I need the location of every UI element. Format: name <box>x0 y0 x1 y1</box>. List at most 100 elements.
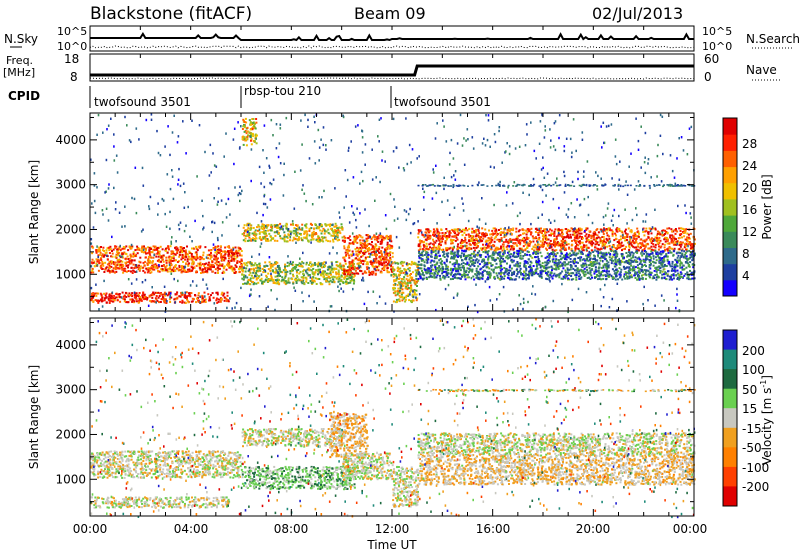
echo-cell <box>473 243 476 246</box>
echo-cell <box>672 273 675 276</box>
echo-cell <box>451 242 454 245</box>
echo-cell <box>346 275 349 277</box>
echo-cell <box>131 245 134 248</box>
echo-cell <box>312 238 315 241</box>
echo-cell <box>340 280 343 283</box>
echo-cell <box>242 269 245 272</box>
echo-cell <box>368 252 371 255</box>
echo-cell <box>439 235 441 238</box>
echo-cell <box>201 295 204 298</box>
echo-cell <box>404 273 407 276</box>
echo-cell <box>686 236 689 239</box>
echo-cell <box>401 291 404 294</box>
echo-cell <box>270 236 273 239</box>
echo-cell <box>363 246 366 249</box>
echo-cell <box>157 291 160 294</box>
echo-cell <box>465 256 468 258</box>
echo-cell <box>634 256 637 259</box>
echo-cell <box>495 231 498 234</box>
echo-cell <box>506 248 509 251</box>
echo-cell <box>261 225 264 228</box>
echo-cell <box>194 294 196 296</box>
echo-cell <box>392 300 395 303</box>
echo-cell <box>494 249 497 252</box>
echo-cell <box>125 264 128 267</box>
echo-cell <box>495 246 498 249</box>
echo-cell <box>209 249 212 252</box>
echo-cell <box>498 247 501 250</box>
echo-cell <box>548 242 551 245</box>
echo-cell <box>591 262 594 265</box>
echo-cell <box>521 239 524 242</box>
echo-cell <box>97 292 99 295</box>
echo-cell <box>231 269 234 272</box>
echo-cell <box>691 246 694 249</box>
echo-cell <box>595 237 598 240</box>
echo-cell <box>438 243 441 246</box>
echo-cell <box>548 256 551 259</box>
echo-cell <box>604 243 607 246</box>
echo-cell <box>248 273 251 276</box>
echo-cell <box>370 263 373 265</box>
echo-cell <box>373 261 375 264</box>
echo-cell <box>461 234 464 237</box>
echo-cell <box>180 265 183 268</box>
echo-cell <box>178 295 181 298</box>
echo-cell <box>500 264 503 267</box>
echo-cell <box>618 242 621 245</box>
echo-cell <box>369 273 372 275</box>
echo-cell <box>624 239 627 242</box>
echo-cell <box>443 277 446 280</box>
echo-cell <box>358 234 361 237</box>
echo-cell <box>288 264 290 267</box>
echo-cell <box>208 298 211 300</box>
echo-cell <box>142 269 145 272</box>
echo-cell <box>246 130 249 133</box>
echo-cell <box>203 299 206 302</box>
echo-cell <box>657 248 660 251</box>
echo-cell <box>401 288 404 291</box>
echo-cell <box>500 231 503 234</box>
echo-cell <box>578 236 581 239</box>
echo-cell <box>553 235 556 237</box>
echo-cell <box>348 235 351 238</box>
echo-cell <box>152 265 155 268</box>
echo-cell <box>339 264 341 267</box>
echo-cell <box>298 265 301 268</box>
echo-cell <box>313 227 315 230</box>
echo-cell <box>487 243 490 246</box>
echo-cell <box>610 262 613 265</box>
echo-cell <box>377 240 380 243</box>
echo-cell <box>279 222 282 225</box>
echo-cell <box>448 234 451 237</box>
echo-cell <box>400 262 403 265</box>
echo-cell <box>614 232 617 235</box>
echo-cell <box>215 255 217 258</box>
echo-cell <box>185 262 188 265</box>
echo-cell <box>553 230 556 233</box>
echo-cell <box>225 297 228 300</box>
echo-cell <box>131 295 133 298</box>
echo-cell <box>298 236 300 239</box>
echo-cell <box>374 272 377 275</box>
echo-cell <box>166 246 169 249</box>
echo-cell <box>139 256 142 259</box>
echo-cell <box>292 275 295 278</box>
echo-cell <box>427 238 430 240</box>
echo-cell <box>666 237 669 240</box>
nsearch-tick-top: 10^5 <box>702 25 732 38</box>
echo-cell <box>148 253 151 256</box>
echo-cell <box>679 245 682 248</box>
echo-cell <box>352 264 354 267</box>
echo-cell <box>544 264 547 267</box>
echo-cell <box>679 234 682 237</box>
echo-cell <box>567 236 570 239</box>
echo-cell <box>250 123 252 126</box>
echo-cell <box>226 291 229 294</box>
echo-cell <box>683 243 686 245</box>
echo-cell <box>339 262 342 265</box>
echo-cell <box>398 299 401 302</box>
echo-cell <box>619 235 622 238</box>
echo-cell <box>668 242 671 245</box>
echo-cell <box>341 239 344 242</box>
